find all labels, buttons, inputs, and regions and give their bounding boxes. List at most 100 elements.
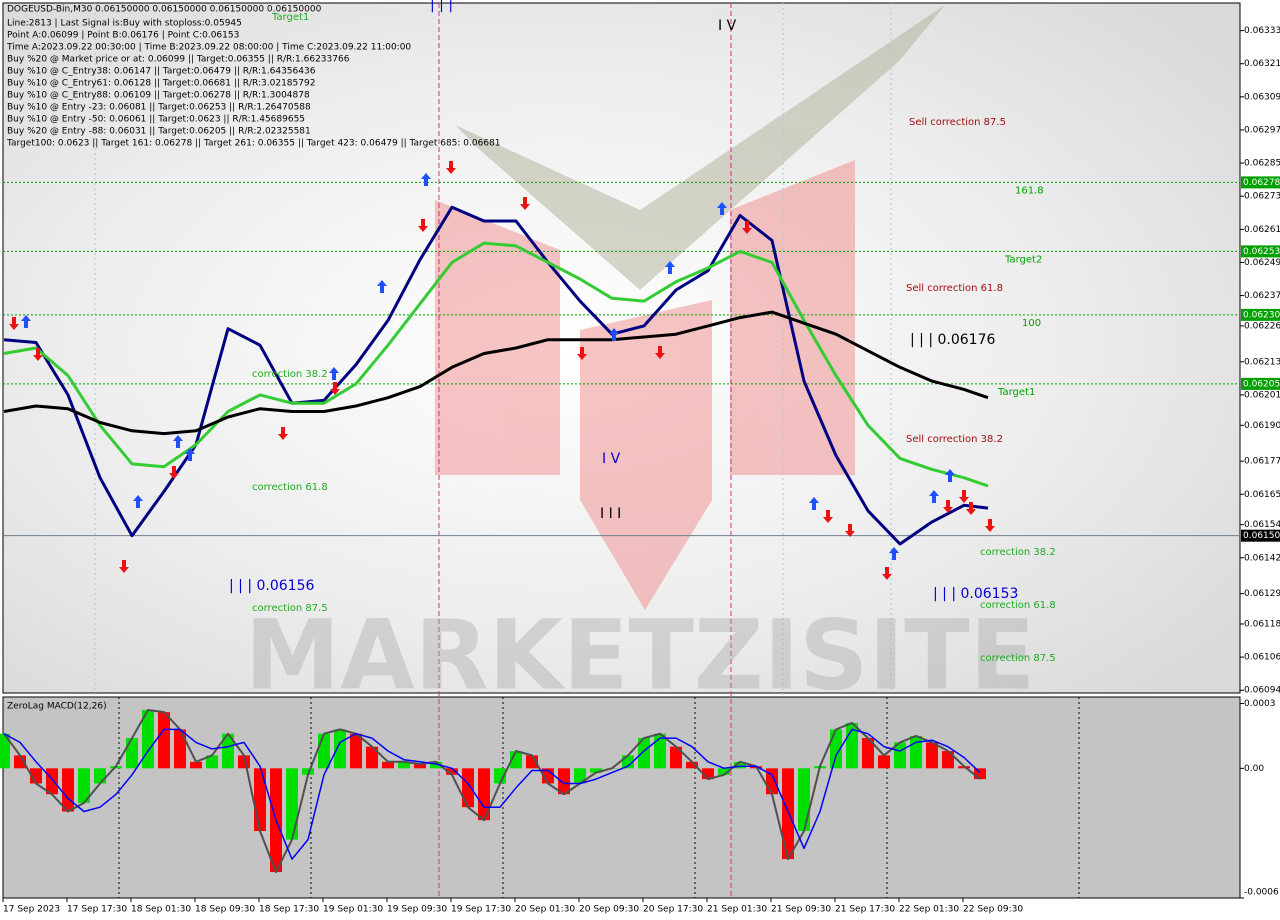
macd-bar — [734, 761, 746, 769]
sell-arrow — [418, 219, 428, 232]
level-name: Target1 — [997, 387, 1035, 398]
x-tick-label: 20 Sep 09:30 — [579, 905, 639, 915]
annotation: | | | 0.06176 — [910, 332, 995, 348]
logo-left-bar — [435, 200, 560, 475]
sell-arrow — [119, 560, 129, 573]
y-tick-label: 0.06226 — [1244, 321, 1280, 331]
vertical-separators — [94, 3, 1080, 898]
x-tick-label: 22 Sep 09:30 — [963, 905, 1023, 915]
logo-chevron — [455, 5, 945, 290]
macd-title: ZeroLag MACD(12,26) — [7, 702, 107, 712]
sell-arrow — [742, 221, 752, 234]
watermark-logo — [435, 5, 945, 610]
annotation: correction 61.8 — [252, 482, 328, 493]
macd-bar — [558, 768, 570, 795]
sell-arrow — [845, 524, 855, 537]
macd-bar — [878, 755, 890, 769]
y-tick-label: -0.0006 — [1244, 888, 1279, 898]
annotation: Sell correction 61.8 — [906, 283, 1003, 294]
level-name: 161.8 — [1015, 185, 1044, 196]
buy-arrow — [329, 367, 339, 380]
y-tick-label: 0.06201 — [1244, 390, 1280, 400]
macd-bar — [590, 768, 602, 773]
y-tick-label: 0.06190 — [1244, 421, 1280, 431]
macd-bar — [142, 709, 154, 769]
macd-bar — [0, 733, 10, 769]
buy-arrow — [717, 202, 727, 215]
macd-bar — [366, 746, 378, 769]
y-tick-label: 0.06154 — [1244, 520, 1280, 530]
level-price: 0.06253 — [1243, 247, 1280, 257]
macd-bar — [942, 751, 954, 769]
info-line: Line:2813 | Last Signal is:Buy with stop… — [7, 19, 242, 29]
macd-bar — [830, 729, 842, 769]
macd-bar — [174, 729, 186, 769]
level-badge — [1241, 176, 1280, 189]
x-tick-label: 17 Sep 17:30 — [67, 905, 127, 915]
x-tick-label: 21 Sep 01:30 — [707, 905, 767, 915]
y-tick-label: 0.0003 — [1244, 699, 1276, 709]
sell-arrow — [655, 346, 665, 359]
level-badge — [1241, 377, 1280, 390]
level-price: 0.06278 — [1243, 178, 1280, 188]
watermark: MARKETZISITE — [245, 599, 1035, 711]
price-panel — [2, 2, 1241, 694]
annotation: | | | 0.06156 — [229, 578, 314, 594]
buy-arrow — [945, 469, 955, 482]
y-tick-label: 0.06094 — [1244, 686, 1280, 696]
level-price: 0.06205 — [1243, 379, 1280, 389]
macd-bar — [718, 768, 730, 775]
level-badge — [1241, 308, 1280, 321]
y-tick-label: 0.00 — [1244, 764, 1264, 774]
logo-right-bar — [730, 160, 855, 475]
x-tick-label: 21 Sep 17:30 — [835, 905, 895, 915]
x-tick-label: 20 Sep 17:30 — [643, 905, 703, 915]
x-tick-label: 18 Sep 01:30 — [131, 905, 191, 915]
y-tick-label: 0.06285 — [1244, 159, 1280, 169]
y-tick-label: 0.06106 — [1244, 653, 1280, 663]
annotation: correction 38.2 — [980, 547, 1056, 558]
price-line — [3, 241, 989, 488]
x-tick-label: 17 Sep 2023 — [3, 905, 60, 915]
macd-bar — [574, 768, 586, 784]
y-tick-label: 0.06237 — [1244, 291, 1280, 301]
x-tick-label: 19 Sep 01:30 — [323, 905, 383, 915]
annotation: Sell correction 87.5 — [909, 117, 1006, 128]
macd-bar — [126, 738, 138, 769]
macd-bar — [702, 768, 714, 780]
macd-bar — [62, 768, 74, 812]
annotation: I V — [602, 451, 621, 467]
buy-arrow — [609, 328, 619, 341]
level-name: 100 — [1022, 318, 1041, 329]
price-line — [3, 310, 989, 436]
y-tick-label: 0.06165 — [1244, 490, 1280, 500]
macd-bar — [654, 733, 666, 769]
sell-arrow — [169, 466, 179, 479]
level-badge — [1241, 529, 1280, 542]
macd-bar — [382, 761, 394, 769]
annotation: Sell correction 38.2 — [906, 434, 1003, 445]
level-price: 0.06230 — [1243, 310, 1280, 320]
x-tick-label: 19 Sep 09:30 — [387, 905, 447, 915]
info-line: Buy %10 @ C_Entry38: 0.06147 || Target:0… — [7, 67, 316, 77]
annotation: Target1 — [271, 12, 309, 23]
y-tick-label: 0.06273 — [1244, 192, 1280, 202]
buy-arrow — [377, 280, 387, 293]
info-line: Buy %10 @ Entry -23: 0.06081 || Target:0… — [7, 103, 311, 113]
price-line — [3, 205, 989, 546]
buy-arrow — [185, 448, 195, 461]
macd-bar — [798, 768, 810, 831]
macd-bar — [158, 712, 170, 769]
y-tick-label: 0.06309 — [1244, 92, 1280, 102]
info-line: DOGEUSD-Bin,M30 0.06150000 0.06150000 0.… — [7, 5, 322, 15]
macd-bar — [446, 768, 458, 775]
sell-arrow — [882, 567, 892, 580]
y-tick-label: 0.06213 — [1244, 357, 1280, 367]
y-tick-label: 0.06297 — [1244, 125, 1280, 135]
y-tick-label: 0.06142 — [1244, 553, 1280, 563]
macd-bar — [14, 755, 26, 769]
macd-bar — [910, 735, 922, 769]
macd-bar — [398, 761, 410, 769]
